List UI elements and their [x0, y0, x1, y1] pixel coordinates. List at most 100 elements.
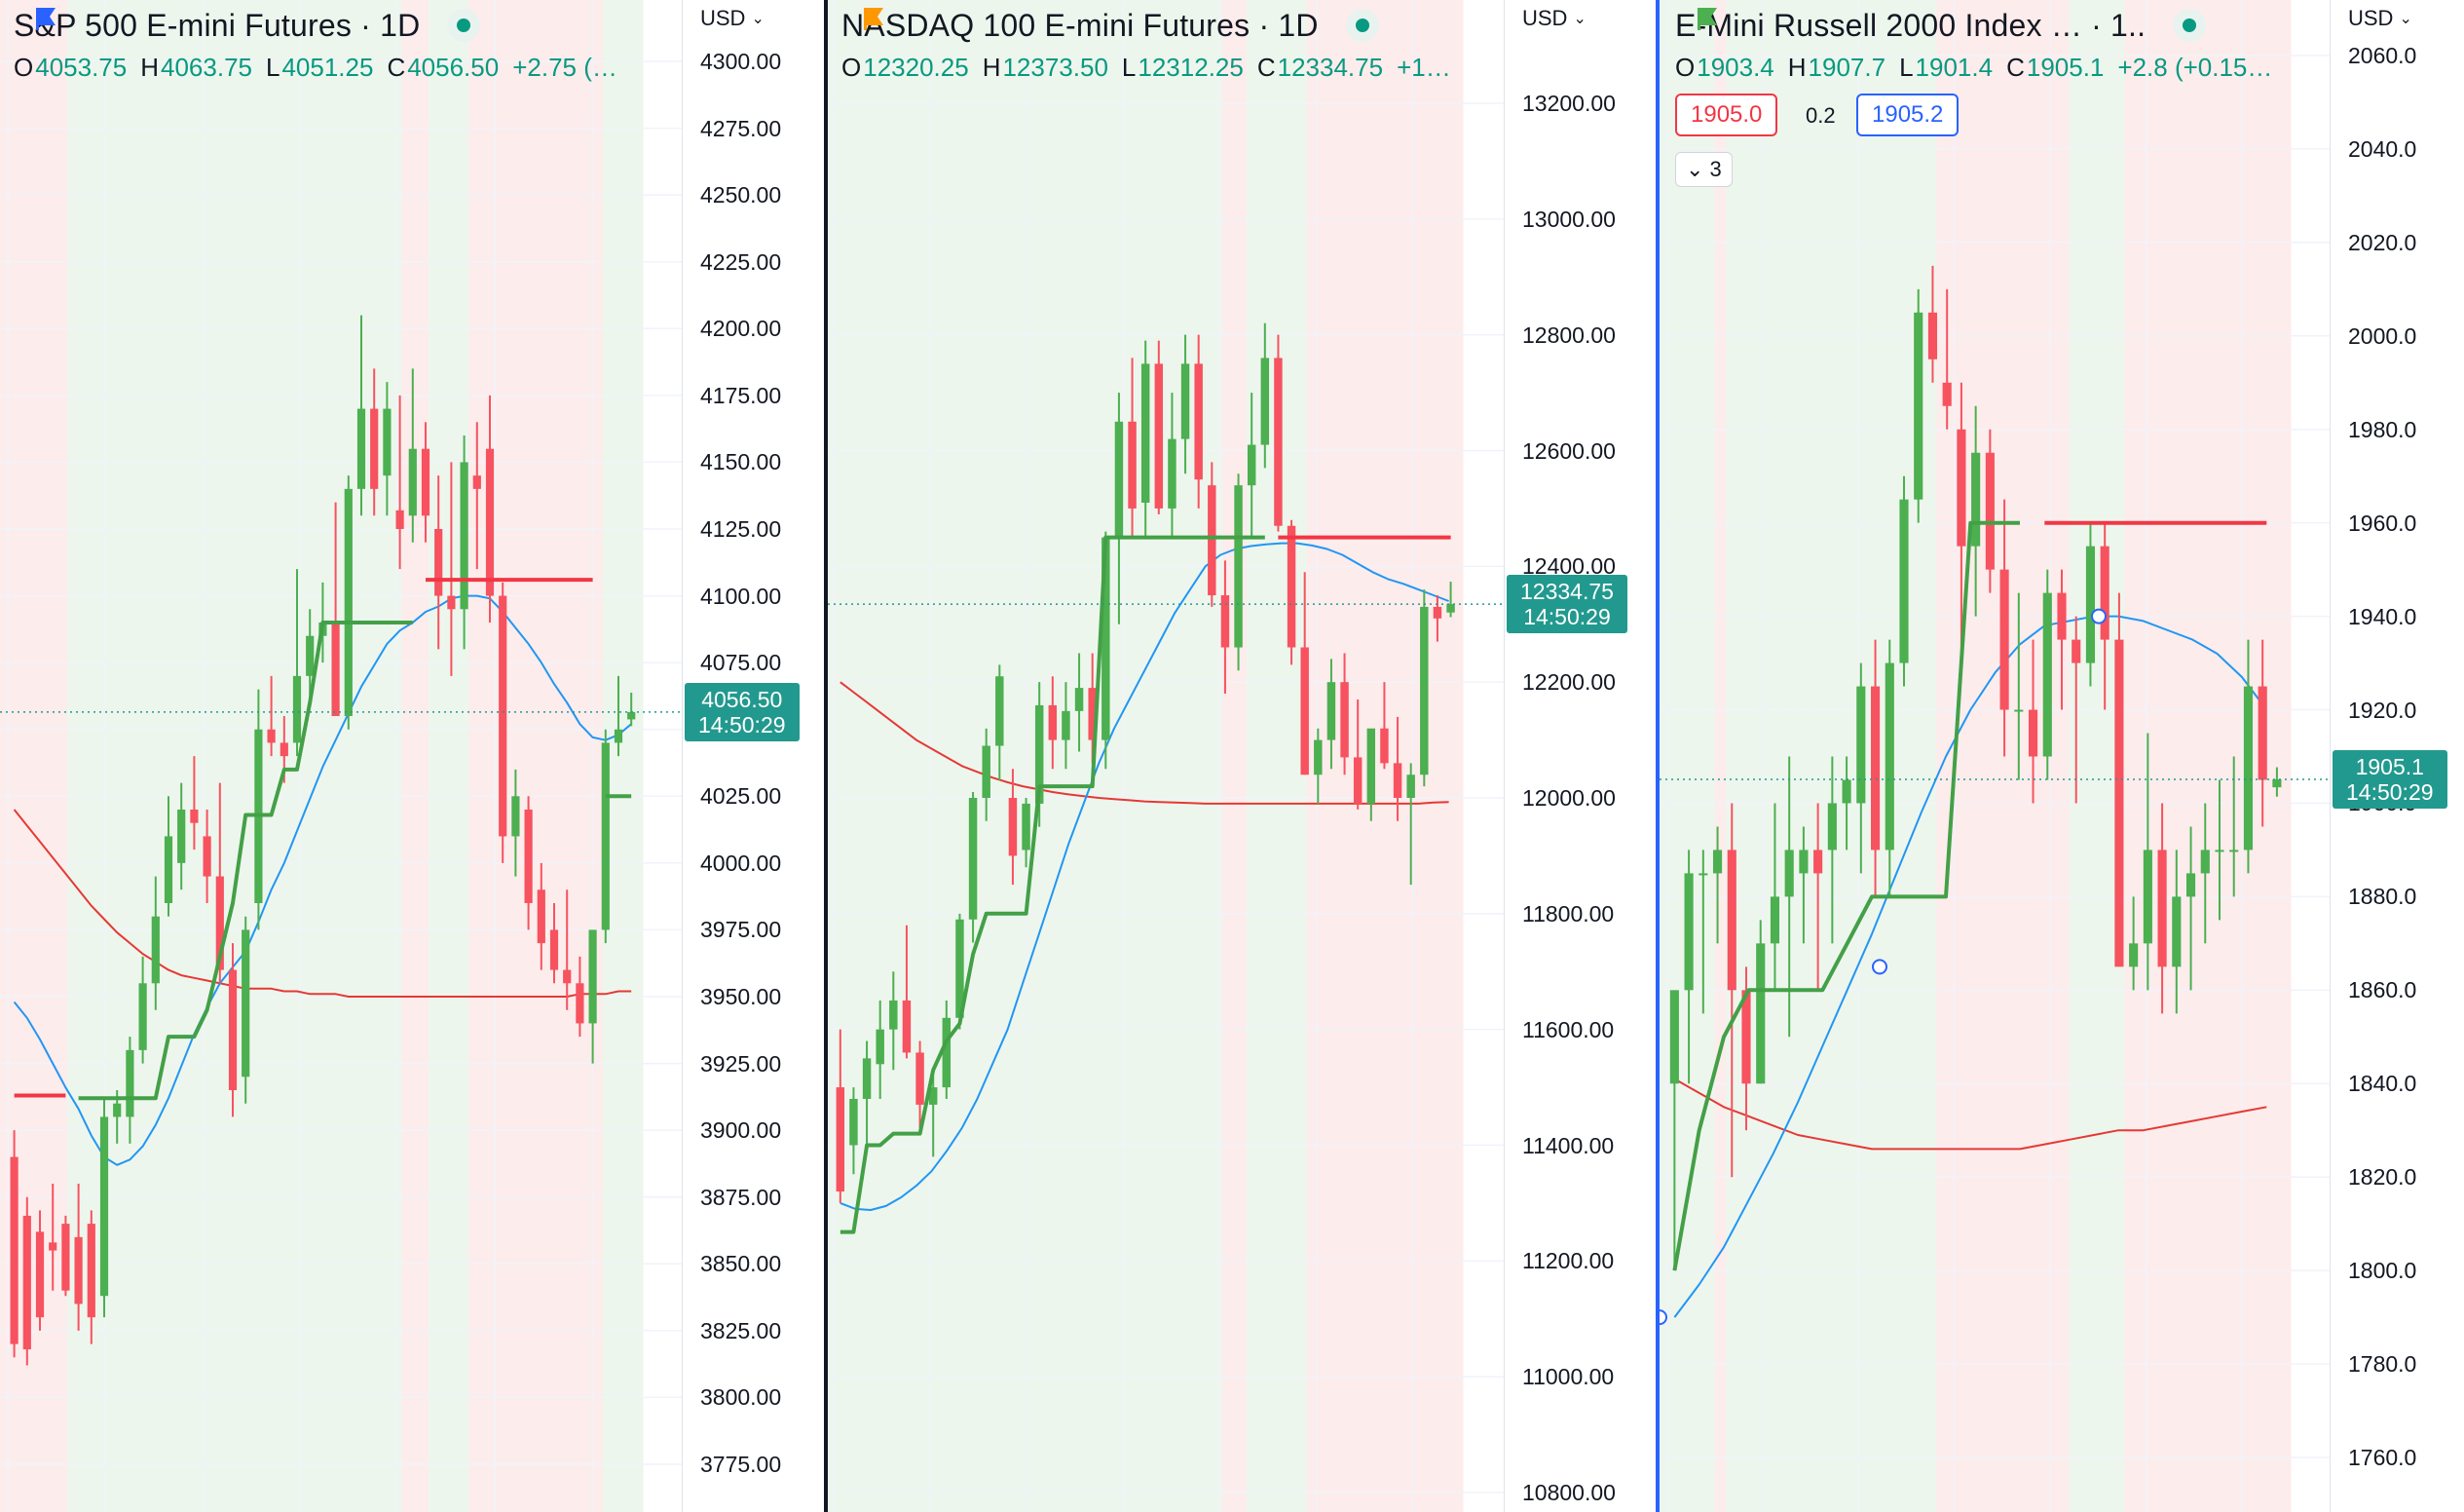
regime-band [2135, 0, 2147, 1512]
regime-band [910, 0, 923, 1512]
chevron-down-icon: ⌄ [1686, 157, 1710, 181]
market-status-icon[interactable] [447, 9, 481, 42]
trailing-stop-up [840, 535, 1265, 1234]
currency-selector[interactable]: USD ⌄ [2348, 6, 2412, 31]
high-label: H [982, 52, 1001, 82]
candle-body [995, 676, 1004, 746]
close-value: 1905.1 [2026, 52, 2105, 82]
chart-pane-russell[interactable]: E-Mini Russell 2000 Index … · 1.. O 1903.… [1660, 0, 2330, 1512]
chart-pane-sp500[interactable]: S&P 500 E-mini Futures · 1D O 4053.75 H 40… [0, 0, 682, 1512]
low-label: L [265, 52, 280, 82]
candle-body [447, 595, 456, 610]
candle-body [2243, 686, 2254, 850]
pane-divider-active[interactable] [1656, 0, 1660, 1512]
candle-body [1234, 485, 1243, 648]
price-tick: 4025.00 [700, 783, 782, 810]
flag-icon[interactable] [861, 6, 886, 31]
open-label: O [14, 52, 34, 82]
regime-band [2213, 0, 2225, 1512]
candle-body [1326, 682, 1336, 740]
regime-band [1258, 0, 1272, 1512]
chart-pane-nasdaq[interactable]: NASDAQ 100 E-mini Futures · 1D O 12320.25… [828, 0, 1504, 1512]
chevron-down-icon: ⌄ [1573, 11, 1587, 27]
candle-body [982, 745, 990, 798]
regime-band [562, 0, 577, 1512]
regime-band [468, 0, 483, 1512]
regime-band [1747, 0, 1760, 1512]
candle-body [1128, 421, 1137, 509]
change-value: +2.8 (+0.15… [2117, 52, 2273, 82]
chevron-down-icon: ⌄ [2399, 11, 2412, 27]
buy-button[interactable]: 1905.2 [1856, 94, 1960, 136]
symbol-legend: E-Mini Russell 2000 Index … · 1.. O 1903.… [1675, 6, 2286, 84]
regime-band [308, 0, 322, 1512]
indicators-count: 3 [1709, 157, 1722, 181]
indicators-toggle[interactable]: ⌄ 3 [1675, 152, 1733, 187]
price-axis-nasdaq[interactable]: USD ⌄ 13200.00 13000.00 12800.00 12600.00 124… [1504, 0, 1657, 1512]
candle-body [549, 929, 559, 970]
price-tick: 12400.00 [1522, 553, 1616, 580]
change-value: +1… [1397, 52, 1451, 82]
ema-line [1673, 615, 2268, 1318]
current-price-label[interactable]: 4056.50 14:50:29 [685, 682, 800, 741]
regime-band [1162, 0, 1176, 1512]
regime-band [1426, 0, 1439, 1512]
symbol-title[interactable]: S&P 500 E-mini Futures · 1D [14, 7, 421, 43]
chart-canvas-nasdaq[interactable] [828, 0, 1504, 1512]
regime-band [2190, 0, 2203, 1512]
regime-band [227, 0, 242, 1512]
regime-band [838, 0, 851, 1512]
regime-band [2268, 0, 2281, 1512]
price-tick: 11600.00 [1522, 1016, 1615, 1042]
symbol-title[interactable]: E-Mini Russell 2000 Index … · 1.. [1675, 7, 2147, 43]
spread-value: 0.2 [1806, 103, 1836, 128]
regime-band [482, 0, 497, 1512]
high-value: 4063.75 [161, 52, 252, 82]
candle-body [2014, 709, 2024, 712]
regime-band [2180, 0, 2192, 1512]
regime-band [133, 0, 148, 1512]
regime-band [1126, 0, 1139, 1512]
candle-body [22, 1215, 31, 1350]
currency-selector[interactable]: USD ⌄ [700, 6, 765, 31]
candle-body [1062, 710, 1070, 740]
regime-band [536, 0, 550, 1512]
regime-band [1342, 0, 1356, 1512]
market-status-icon[interactable] [1345, 9, 1379, 42]
regime-band [2157, 0, 2170, 1512]
price-tick: 1860.0 [2348, 977, 2417, 1003]
candle-body [1957, 429, 1966, 547]
regime-band [1065, 0, 1079, 1512]
candle-body [99, 1116, 109, 1297]
regime-band [1759, 0, 1772, 1512]
regime-band [1150, 0, 1164, 1512]
open-label: O [841, 52, 862, 82]
chart-canvas-sp500[interactable] [0, 0, 682, 1512]
price-axis-sp500[interactable]: USD ⌄ 4300.00 4275.00 4250.00 4225.00 4200.00… [682, 0, 825, 1512]
currency-selector[interactable]: USD ⌄ [1522, 6, 1587, 31]
ema-line [840, 542, 1449, 1211]
price-tick: 4250.00 [700, 182, 782, 208]
candle-body [1048, 704, 1058, 740]
regime-band [147, 0, 162, 1512]
regime-band [970, 0, 983, 1512]
candle-body [344, 488, 353, 716]
regime-band [268, 0, 282, 1512]
flag-icon[interactable] [33, 6, 58, 31]
price-axis-russell[interactable]: USD ⌄ 2060.0 2040.0 2020.0 2000.0 1980.0 1960.… [2330, 0, 2464, 1512]
pane-divider[interactable] [824, 0, 828, 1512]
symbol-title[interactable]: NASDAQ 100 E-mini Futures · 1D [841, 7, 1319, 43]
price-tick: 4000.00 [700, 850, 782, 876]
regime-band [26, 0, 41, 1512]
flag-icon[interactable] [1695, 6, 1720, 31]
current-price-label[interactable]: 12334.75 14:50:29 [1507, 575, 1627, 634]
candle-body [849, 1098, 858, 1146]
sell-button[interactable]: 1905.0 [1675, 94, 1778, 136]
price-tick: 3925.00 [700, 1050, 782, 1077]
market-status-icon[interactable] [2173, 9, 2207, 42]
chart-canvas-russell[interactable] [1660, 0, 2330, 1512]
high-value: 1907.7 [1808, 52, 1886, 82]
candle-body [1842, 779, 1851, 804]
current-price-label[interactable]: 1905.1 14:50:29 [2333, 750, 2447, 809]
close-label: C [2006, 52, 2025, 82]
